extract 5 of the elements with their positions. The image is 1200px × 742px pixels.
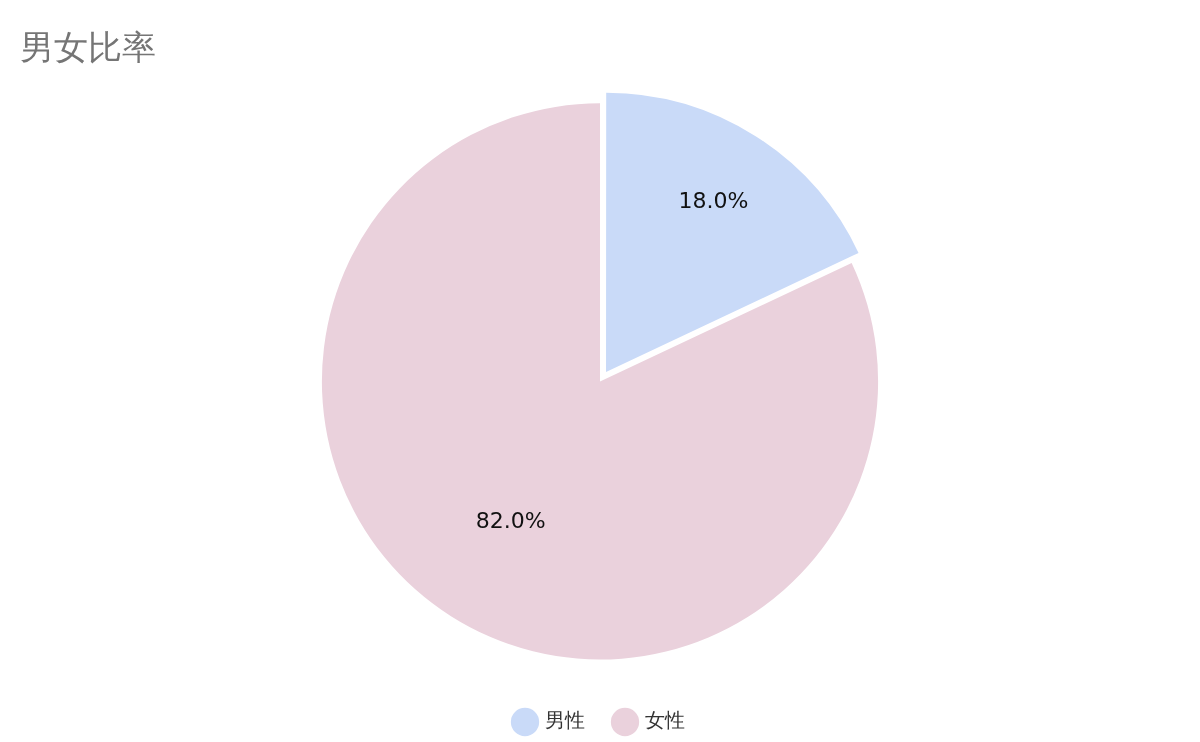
legend-label: 男性 bbox=[545, 708, 585, 733]
chart-title: 男女比率 bbox=[20, 27, 156, 68]
legend-label: 女性 bbox=[645, 708, 685, 733]
data-label: 18.0% bbox=[678, 188, 749, 214]
data-label: 82.0% bbox=[475, 508, 546, 533]
